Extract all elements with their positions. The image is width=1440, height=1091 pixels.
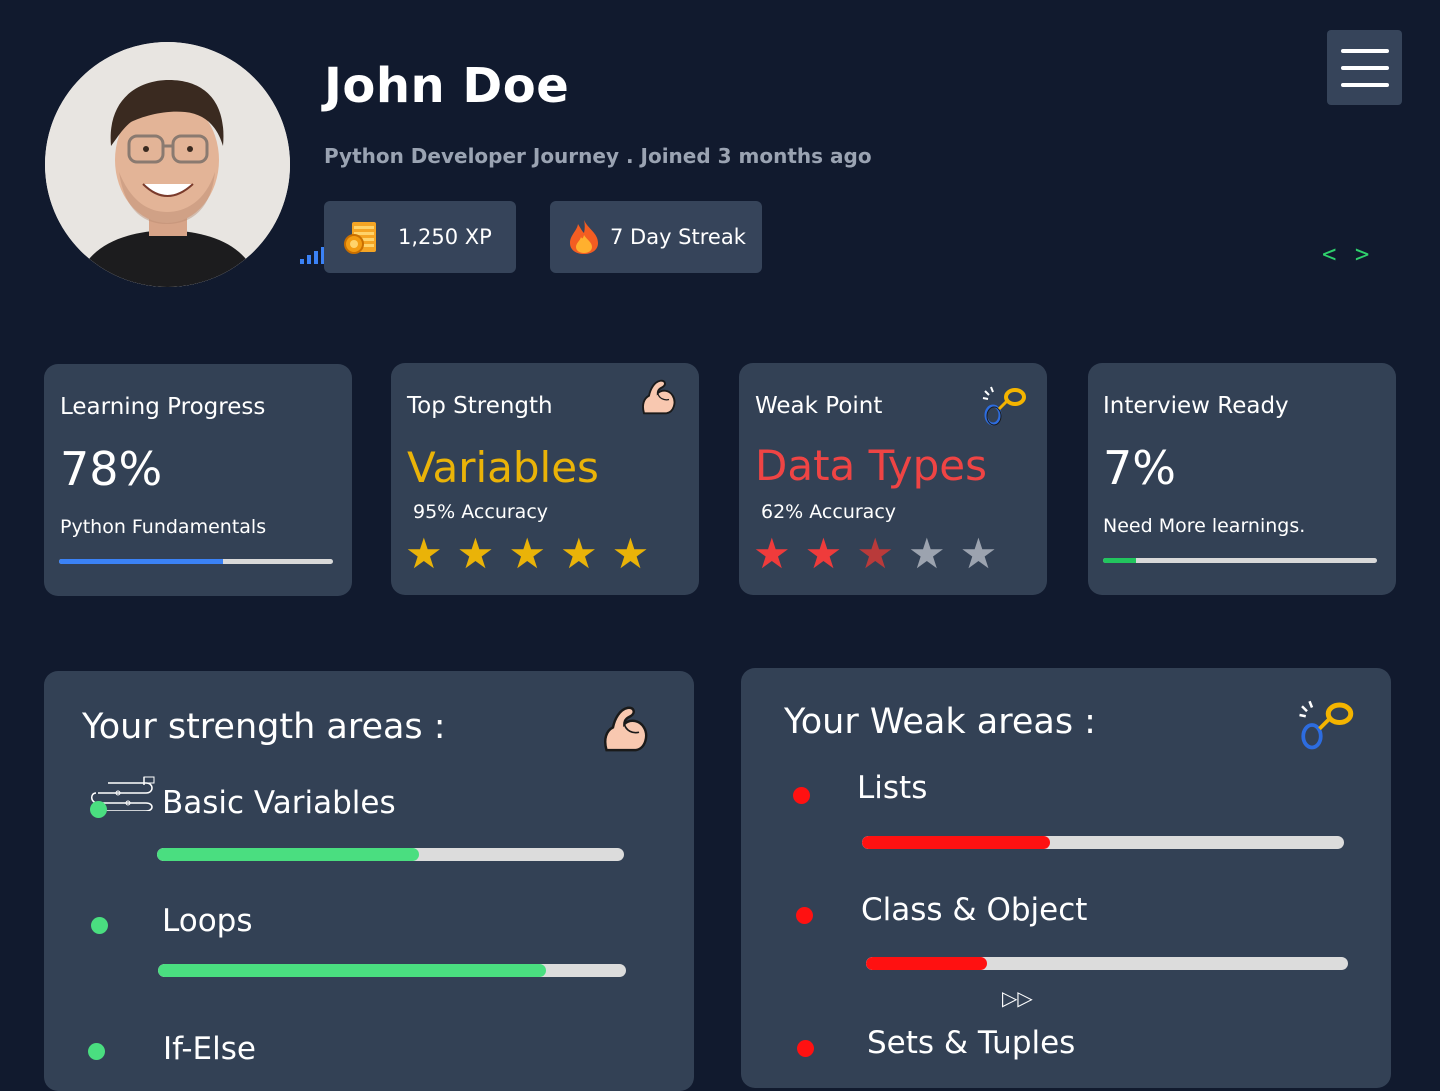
weak-area-bar (862, 836, 1344, 849)
status-dot (793, 787, 810, 804)
menu-button[interactable] (1327, 30, 1402, 105)
profile-subtitle: Python Developer Journey . Joined 3 mont… (324, 144, 872, 168)
status-dot (797, 1040, 814, 1057)
xp-badge: 1,250 XP (324, 201, 516, 273)
weak-area-fill (862, 836, 1050, 849)
coin-stack-icon (344, 220, 378, 254)
flexed-biceps-icon (600, 701, 652, 761)
weak-areas-panel: Your Weak areas : Lists Class & Object ▷… (741, 668, 1391, 1088)
status-dot (796, 907, 813, 924)
broken-chain-icon (981, 383, 1029, 433)
star-icon: ★ (611, 529, 650, 578)
top-strength-card[interactable]: Top Strength Variables 95% Accuracy ★ ★ ★ ★… (391, 363, 699, 595)
card-value: 7% (1103, 441, 1176, 495)
strength-area-label: Basic Variables (162, 785, 396, 821)
xp-label: 1,250 XP (398, 225, 492, 249)
status-dot (88, 1043, 105, 1060)
strength-area-fill (158, 964, 547, 977)
flexed-biceps-icon (639, 377, 679, 421)
profile-name: John Doe (324, 58, 570, 114)
strength-area-bar (157, 848, 624, 861)
avatar (45, 42, 290, 287)
strength-area-bar (158, 964, 626, 977)
star-icon: ★ (508, 529, 546, 578)
weak-area-label: Lists (857, 770, 928, 806)
roadmap-icon (88, 775, 158, 815)
learning-progress-fill (59, 559, 224, 564)
card-title: Learning Progress (60, 394, 266, 420)
card-note: 62% Accuracy (761, 501, 897, 523)
weak-point-card[interactable]: Weak Point Data Types 62% Accuracy ★ ★ ★ ★ ★ (739, 363, 1047, 595)
signal-bars-icon (300, 244, 328, 268)
card-value: Variables (407, 443, 599, 492)
learning-progress-bar (59, 559, 333, 564)
card-value: 78% (60, 442, 163, 496)
streak-label: 7 Day Streak (610, 225, 746, 249)
interview-ready-card[interactable]: Interview Ready 7% Need More learnings. (1088, 363, 1396, 595)
strength-area-fill (157, 848, 419, 861)
weak-rating: ★ ★ ★ ★ ★ (753, 533, 997, 575)
strength-rating: ★ ★ ★ ★ ★ (405, 533, 649, 575)
card-value: Data Types (755, 441, 987, 490)
card-title: Interview Ready (1103, 393, 1289, 419)
streak-badge: 7 Day Streak (550, 201, 762, 273)
broken-chain-icon (1297, 696, 1357, 758)
card-note: 95% Accuracy (413, 501, 549, 523)
fast-forward-icon[interactable]: ▷▷ (1002, 986, 1033, 1010)
strength-areas-panel: Your strength areas : Basic Variables Lo… (44, 671, 694, 1091)
star-icon: ★ (856, 529, 894, 578)
panel-title: Your strength areas : (82, 707, 446, 747)
panel-title: Your Weak areas : (784, 702, 1096, 742)
weak-area-label: Class & Object (861, 892, 1088, 928)
strength-area-label: If-Else (163, 1031, 256, 1067)
learning-progress-card[interactable]: Learning Progress 78% Python Fundamental… (44, 364, 352, 596)
star-icon: ★ (753, 529, 791, 578)
weak-area-bar (866, 957, 1348, 970)
weak-area-label: Sets & Tuples (867, 1025, 1076, 1061)
weak-area-fill (866, 957, 987, 970)
card-title: Weak Point (755, 393, 883, 419)
star-icon: ★ (405, 529, 443, 578)
star-icon: ★ (559, 529, 598, 578)
star-icon: ★ (804, 529, 843, 578)
interview-progress-fill (1103, 558, 1136, 563)
interview-progress-bar (1103, 558, 1377, 563)
card-note: Need More learnings. (1103, 515, 1306, 537)
avatar-photo (45, 42, 290, 287)
fire-icon (568, 219, 600, 255)
card-title: Top Strength (407, 393, 553, 419)
code-brackets-icon[interactable]: < > (1322, 240, 1372, 268)
star-icon: ★ (907, 529, 946, 578)
status-dot (90, 801, 107, 818)
strength-area-label: Loops (162, 903, 253, 939)
star-icon: ★ (959, 529, 998, 578)
card-note: Python Fundamentals (60, 516, 267, 538)
status-dot (91, 917, 108, 934)
star-icon: ★ (456, 529, 495, 578)
